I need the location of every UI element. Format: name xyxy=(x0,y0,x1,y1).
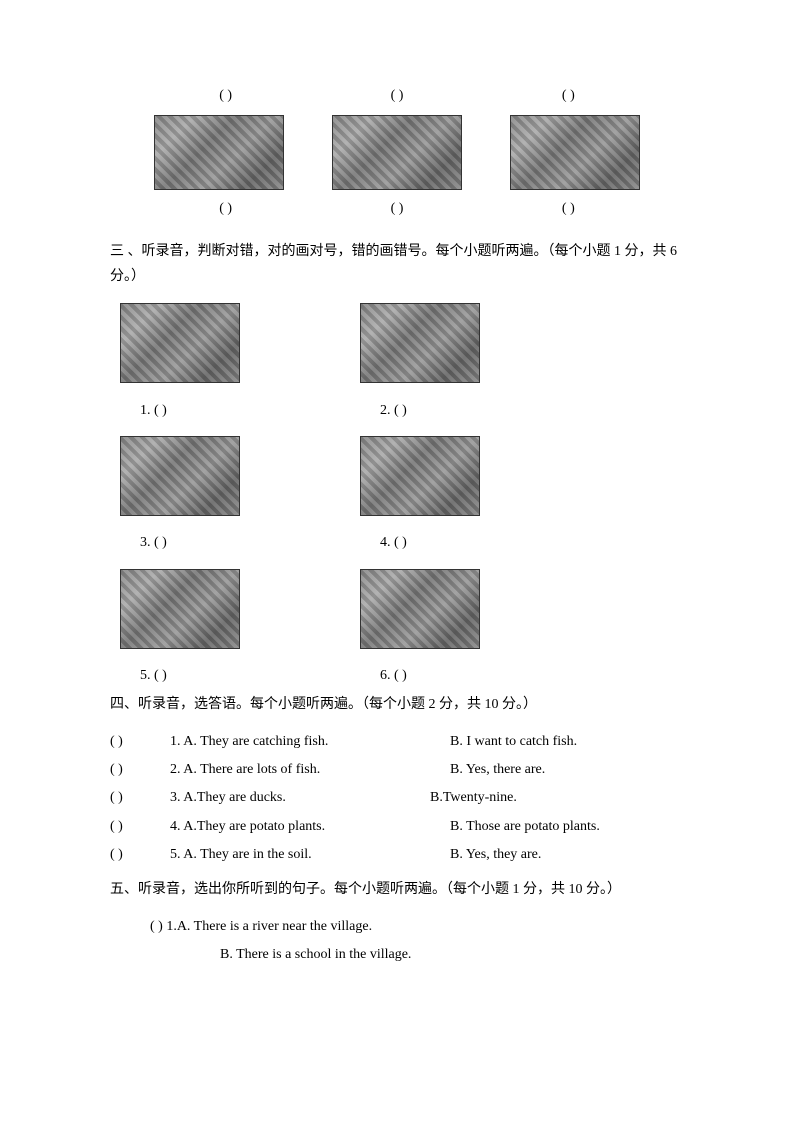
s3-imgrow-2 xyxy=(110,436,684,524)
s3-label-6: 6. ( ) xyxy=(350,665,590,687)
s3-imgrow-3 xyxy=(110,569,684,657)
s4-q3: ( ) 3. A.They are ducks. B.Twenty-nine. xyxy=(110,787,684,809)
section3-title: 三 、听录音，判断对错，对的画对号，错的画错号。每个小题听两遍。（每个小题 1 … xyxy=(110,239,684,289)
s3-label-1: 1. ( ) xyxy=(110,400,350,422)
s5-q1a: ( ) 1.A. There is a river near the villa… xyxy=(110,916,684,938)
s4-q3-b: B.Twenty-nine. xyxy=(430,787,684,809)
s3-labelrow-3: 5. ( ) 6. ( ) xyxy=(110,665,684,687)
s4-q5-paren: ( ) xyxy=(110,844,170,866)
s3-labelrow-1: 1. ( ) 2. ( ) xyxy=(110,400,684,422)
s4-q5-b: B. Yes, they are. xyxy=(450,844,684,866)
s3-img1-bus xyxy=(120,303,240,383)
s4-q1-paren: ( ) xyxy=(110,731,170,753)
s3-img3-field xyxy=(120,436,240,516)
image-farm-scene xyxy=(510,115,640,190)
s3-img4-sheep xyxy=(360,436,480,516)
s4-q4-paren: ( ) xyxy=(110,816,170,838)
image-bus-kids xyxy=(332,115,462,190)
s4-q2: ( ) 2. A. There are lots of fish. B. Yes… xyxy=(110,759,684,781)
s4-q1-a: 1. A. They are catching fish. xyxy=(170,731,450,753)
s4-q2-b: B. Yes, there are. xyxy=(450,759,684,781)
s3-label-3: 3. ( ) xyxy=(110,532,350,554)
s4-q4-a: 4. A.They are potato plants. xyxy=(170,816,450,838)
s4-q1-b: B. I want to catch fish. xyxy=(450,731,684,753)
section5-title: 五、听录音，选出你所听到的句子。每个小题听两遍。（每个小题 1 分，共 10 分… xyxy=(110,877,684,902)
s3-label-4: 4. ( ) xyxy=(350,532,590,554)
blank-3: ( ) xyxy=(562,85,575,107)
s4-q2-a: 2. A. There are lots of fish. xyxy=(170,759,450,781)
s3-imgrow-1 xyxy=(110,303,684,391)
blank-row-2: ( ) ( ) ( ) xyxy=(110,198,684,220)
s3-img5-river xyxy=(120,569,240,649)
section4-title: 四、听录音，选答语。每个小题听两遍。（每个小题 2 分，共 10 分。） xyxy=(110,692,684,717)
top-blank-row: ( ) ( ) ( ) xyxy=(110,85,684,107)
s4-q4: ( ) 4. A.They are potato plants. B. Thos… xyxy=(110,816,684,838)
s4-q5: ( ) 5. A. They are in the soil. B. Yes, … xyxy=(110,844,684,866)
image-field-crops xyxy=(154,115,284,190)
blank-5: ( ) xyxy=(391,198,404,220)
s3-label-2: 2. ( ) xyxy=(350,400,590,422)
s4-q4-b: B. Those are potato plants. xyxy=(450,816,684,838)
s4-q3-a: 3. A.They are ducks. xyxy=(170,787,430,809)
s3-label-5: 5. ( ) xyxy=(110,665,350,687)
s5-q1b: B. There is a school in the village. xyxy=(110,944,684,966)
s4-q3-paren: ( ) xyxy=(110,787,170,809)
image-row-1 xyxy=(110,115,684,190)
blank-1: ( ) xyxy=(219,85,232,107)
s3-labelrow-2: 3. ( ) 4. ( ) xyxy=(110,532,684,554)
s4-q2-paren: ( ) xyxy=(110,759,170,781)
blank-6: ( ) xyxy=(562,198,575,220)
s4-q5-a: 5. A. They are in the soil. xyxy=(170,844,450,866)
s3-img6-ducks xyxy=(360,569,480,649)
blank-4: ( ) xyxy=(219,198,232,220)
s4-q1: ( ) 1. A. They are catching fish. B. I w… xyxy=(110,731,684,753)
blank-2: ( ) xyxy=(391,85,404,107)
s3-img2-cows xyxy=(360,303,480,383)
